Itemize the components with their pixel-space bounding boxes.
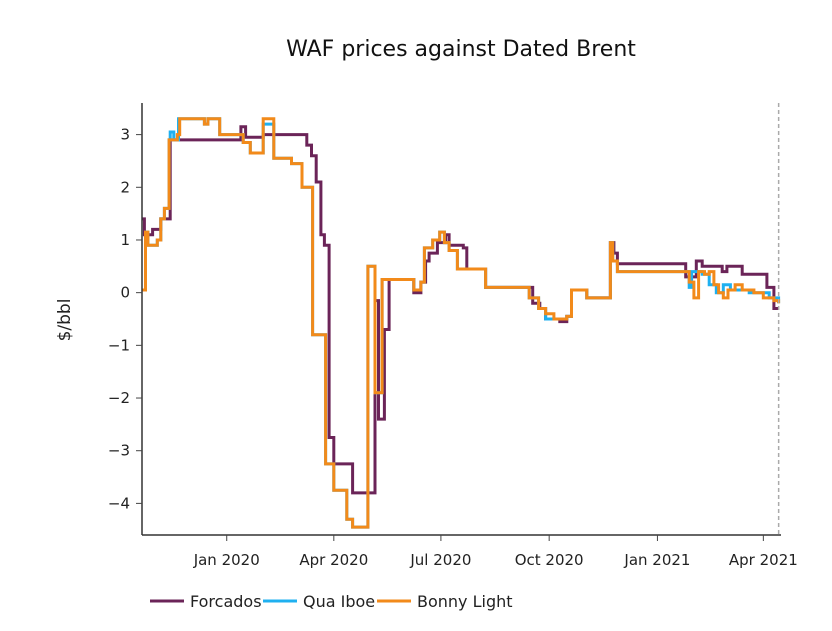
y-axis: 3 2 1 0 −1 −2 −3 −4	[108, 103, 143, 535]
legend: Forcados Qua Iboe Bonny Light	[150, 592, 513, 611]
x-tick-label: Apr 2021	[729, 551, 798, 569]
y-tick-label: −3	[108, 442, 130, 460]
y-tick-label: −4	[108, 494, 130, 512]
y-axis-title: $/bbl	[55, 299, 75, 342]
x-tick-label: Apr 2020	[299, 551, 368, 569]
y-tick-label: 2	[120, 178, 130, 196]
series-line-bonny-light	[142, 117, 781, 529]
legend-label: Forcados	[190, 592, 262, 611]
y-tick-label: 1	[120, 231, 130, 249]
x-tick-label: Oct 2020	[515, 551, 584, 569]
y-tick-label: 3	[120, 126, 130, 144]
chart-title: WAF prices against Dated Brent	[286, 37, 636, 62]
series-lines	[142, 117, 781, 529]
y-tick-label: −1	[108, 336, 130, 354]
y-tick-label: −2	[108, 389, 130, 407]
x-axis: Jan 2020 Apr 2020 Jul 2020 Oct 2020 Jan 2021…	[142, 534, 798, 569]
y-tick-label: 0	[120, 284, 130, 302]
series-line-forcados	[142, 125, 779, 495]
x-tick-label: Jan 2021	[623, 551, 690, 569]
series-line-qua-iboe	[142, 117, 781, 529]
x-tick-label: Jan 2020	[193, 551, 260, 569]
x-tick-label: Jul 2020	[409, 551, 471, 569]
legend-item-bonny-light[interactable]: Bonny Light	[377, 592, 513, 611]
legend-item-forcados[interactable]: Forcados	[150, 592, 262, 611]
legend-item-qua-iboe[interactable]: Qua Iboe	[263, 592, 375, 611]
legend-label: Bonny Light	[417, 592, 513, 611]
legend-label: Qua Iboe	[303, 592, 375, 611]
